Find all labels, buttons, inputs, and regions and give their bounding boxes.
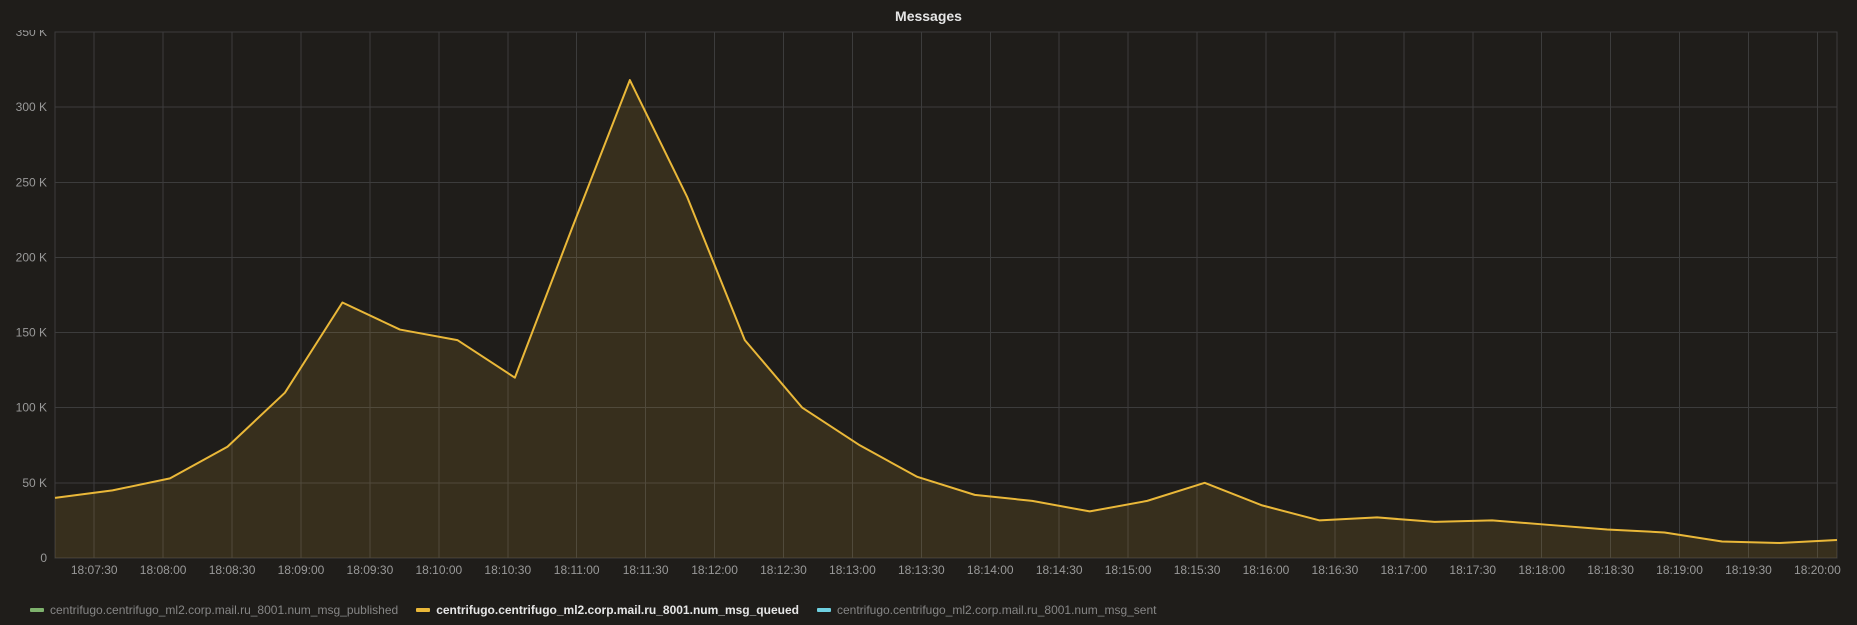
svg-text:18:10:00: 18:10:00 xyxy=(415,563,462,577)
svg-text:18:09:30: 18:09:30 xyxy=(347,563,394,577)
svg-text:18:18:00: 18:18:00 xyxy=(1518,563,1565,577)
svg-text:350 K: 350 K xyxy=(16,30,47,39)
legend-label: centrifugo.centrifugo_ml2.corp.mail.ru_8… xyxy=(837,603,1157,617)
chart-panel: Messages 0 50 K 100 K 150 K 200 K 250 K 300 K 3… xyxy=(0,0,1857,625)
chart-svg: 0 50 K 100 K 150 K 200 K 250 K 300 K 350 K 18:07… xyxy=(10,30,1842,580)
legend: centrifugo.centrifugo_ml2.corp.mail.ru_8… xyxy=(30,603,1156,617)
svg-text:18:08:30: 18:08:30 xyxy=(209,563,256,577)
svg-text:18:17:30: 18:17:30 xyxy=(1449,563,1496,577)
svg-text:18:12:30: 18:12:30 xyxy=(760,563,807,577)
svg-text:18:13:30: 18:13:30 xyxy=(898,563,945,577)
svg-text:18:07:30: 18:07:30 xyxy=(71,563,118,577)
svg-text:18:16:00: 18:16:00 xyxy=(1243,563,1290,577)
svg-text:18:11:00: 18:11:00 xyxy=(554,563,600,577)
svg-text:18:15:00: 18:15:00 xyxy=(1105,563,1152,577)
svg-text:18:15:30: 18:15:30 xyxy=(1174,563,1221,577)
plot-area[interactable]: 0 50 K 100 K 150 K 200 K 250 K 300 K 350 K 18:07… xyxy=(10,30,1842,580)
svg-text:18:10:30: 18:10:30 xyxy=(484,563,531,577)
legend-swatch-icon xyxy=(416,608,430,612)
svg-text:150 K: 150 K xyxy=(16,326,47,340)
svg-text:18:13:00: 18:13:00 xyxy=(829,563,876,577)
svg-text:18:18:30: 18:18:30 xyxy=(1587,563,1634,577)
svg-text:18:08:00: 18:08:00 xyxy=(140,563,187,577)
svg-text:18:09:00: 18:09:00 xyxy=(278,563,325,577)
svg-text:50 K: 50 K xyxy=(22,476,47,490)
panel-title: Messages xyxy=(0,8,1857,24)
svg-text:250 K: 250 K xyxy=(16,175,47,189)
legend-label: centrifugo.centrifugo_ml2.corp.mail.ru_8… xyxy=(436,603,799,617)
legend-label: centrifugo.centrifugo_ml2.corp.mail.ru_8… xyxy=(50,603,398,617)
legend-item-2[interactable]: centrifugo.centrifugo_ml2.corp.mail.ru_8… xyxy=(817,603,1157,617)
legend-item-0[interactable]: centrifugo.centrifugo_ml2.corp.mail.ru_8… xyxy=(30,603,398,617)
svg-text:100 K: 100 K xyxy=(16,401,47,415)
svg-text:200 K: 200 K xyxy=(16,250,47,264)
svg-text:0: 0 xyxy=(40,551,47,565)
legend-item-1[interactable]: centrifugo.centrifugo_ml2.corp.mail.ru_8… xyxy=(416,603,799,617)
svg-text:18:19:00: 18:19:00 xyxy=(1656,563,1703,577)
svg-text:18:19:30: 18:19:30 xyxy=(1725,563,1772,577)
legend-swatch-icon xyxy=(817,608,831,612)
svg-text:18:14:00: 18:14:00 xyxy=(967,563,1014,577)
svg-text:18:17:00: 18:17:00 xyxy=(1380,563,1427,577)
svg-text:18:14:30: 18:14:30 xyxy=(1036,563,1083,577)
svg-text:18:12:00: 18:12:00 xyxy=(691,563,738,577)
svg-text:18:20:00: 18:20:00 xyxy=(1794,563,1841,577)
svg-text:300 K: 300 K xyxy=(16,100,47,114)
svg-text:18:11:30: 18:11:30 xyxy=(623,563,669,577)
legend-swatch-icon xyxy=(30,608,44,612)
svg-text:18:16:30: 18:16:30 xyxy=(1312,563,1359,577)
